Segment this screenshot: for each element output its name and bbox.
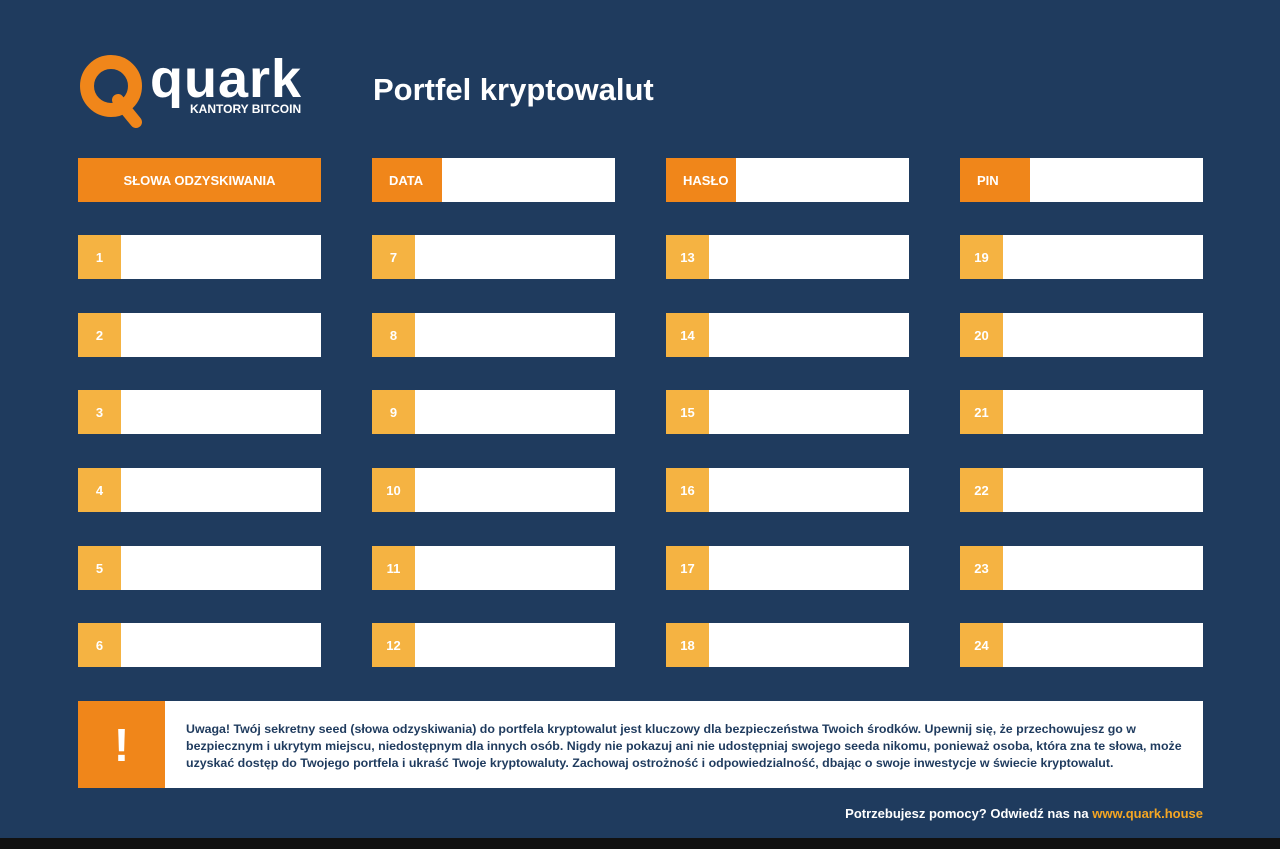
word-number: 21 bbox=[960, 390, 1003, 434]
word-number: 13 bbox=[666, 235, 709, 279]
word-number: 23 bbox=[960, 546, 1003, 590]
word-number: 1 bbox=[78, 235, 121, 279]
word-number: 15 bbox=[666, 390, 709, 434]
word-number: 19 bbox=[960, 235, 1003, 279]
word-number: 2 bbox=[78, 313, 121, 357]
word-number: 14 bbox=[666, 313, 709, 357]
logo-icon bbox=[80, 55, 142, 128]
footer: Potrzebujesz pomocy? Odwiedź nas na www.… bbox=[845, 806, 1203, 821]
word-number: 5 bbox=[78, 546, 121, 590]
word-field[interactable]: 19 bbox=[960, 235, 1203, 279]
word-field[interactable]: 12 bbox=[372, 623, 615, 667]
field-label: DATA bbox=[372, 158, 442, 202]
word-number: 22 bbox=[960, 468, 1003, 512]
logo-subtitle: KANTORY BITCOIN bbox=[190, 102, 302, 116]
word-number: 18 bbox=[666, 623, 709, 667]
field[interactable]: SŁOWA ODZYSKIWANIA bbox=[78, 158, 321, 202]
word-field[interactable]: 3 bbox=[78, 390, 321, 434]
word-number: 24 bbox=[960, 623, 1003, 667]
word-field[interactable]: 15 bbox=[666, 390, 909, 434]
word-field[interactable]: 1 bbox=[78, 235, 321, 279]
word-field[interactable]: 22 bbox=[960, 468, 1203, 512]
word-field[interactable]: 8 bbox=[372, 313, 615, 357]
field[interactable]: PIN bbox=[960, 158, 1203, 202]
word-field[interactable]: 10 bbox=[372, 468, 615, 512]
word-number: 11 bbox=[372, 546, 415, 590]
warning-text: Uwaga! Twój sekretny seed (słowa odzyski… bbox=[186, 722, 1182, 770]
word-field[interactable]: 11 bbox=[372, 546, 615, 590]
word-number: 3 bbox=[78, 390, 121, 434]
word-field[interactable]: 18 bbox=[666, 623, 909, 667]
word-field[interactable]: 14 bbox=[666, 313, 909, 357]
word-number: 9 bbox=[372, 390, 415, 434]
word-field[interactable]: 13 bbox=[666, 235, 909, 279]
logo-text: quark bbox=[150, 49, 303, 109]
word-field[interactable]: 23 bbox=[960, 546, 1203, 590]
field[interactable]: HASŁO bbox=[666, 158, 909, 202]
word-number: 6 bbox=[78, 623, 121, 667]
field-label: HASŁO bbox=[666, 158, 736, 202]
footer-text: Potrzebujesz pomocy? Odwiedź nas na bbox=[845, 806, 1089, 821]
field[interactable]: DATA bbox=[372, 158, 615, 202]
title: Portfel kryptowalut bbox=[373, 72, 654, 107]
word-field[interactable]: 17 bbox=[666, 546, 909, 590]
word-field[interactable]: 4 bbox=[78, 468, 321, 512]
word-number: 10 bbox=[372, 468, 415, 512]
word-field[interactable]: 20 bbox=[960, 313, 1203, 357]
word-number: 7 bbox=[372, 235, 415, 279]
word-number: 16 bbox=[666, 468, 709, 512]
word-number: 12 bbox=[372, 623, 415, 667]
warning-box: ! Uwaga! Twój sekretny seed (słowa odzys… bbox=[78, 701, 1203, 788]
footer-link[interactable]: www.quark.house bbox=[1092, 806, 1203, 821]
bottom-strip bbox=[0, 838, 1280, 849]
word-field[interactable]: 9 bbox=[372, 390, 615, 434]
warning-icon: ! bbox=[78, 701, 165, 788]
field-label: SŁOWA ODZYSKIWANIA bbox=[78, 158, 321, 202]
word-number: 4 bbox=[78, 468, 121, 512]
word-number: 8 bbox=[372, 313, 415, 357]
word-field[interactable]: 2 bbox=[78, 313, 321, 357]
word-field[interactable]: 5 bbox=[78, 546, 321, 590]
word-number: 17 bbox=[666, 546, 709, 590]
word-number: 20 bbox=[960, 313, 1003, 357]
word-field[interactable]: 21 bbox=[960, 390, 1203, 434]
field-label: PIN bbox=[960, 158, 1030, 202]
word-field[interactable]: 24 bbox=[960, 623, 1203, 667]
word-field[interactable]: 6 bbox=[78, 623, 321, 667]
word-field[interactable]: 7 bbox=[372, 235, 615, 279]
word-field[interactable]: 16 bbox=[666, 468, 909, 512]
